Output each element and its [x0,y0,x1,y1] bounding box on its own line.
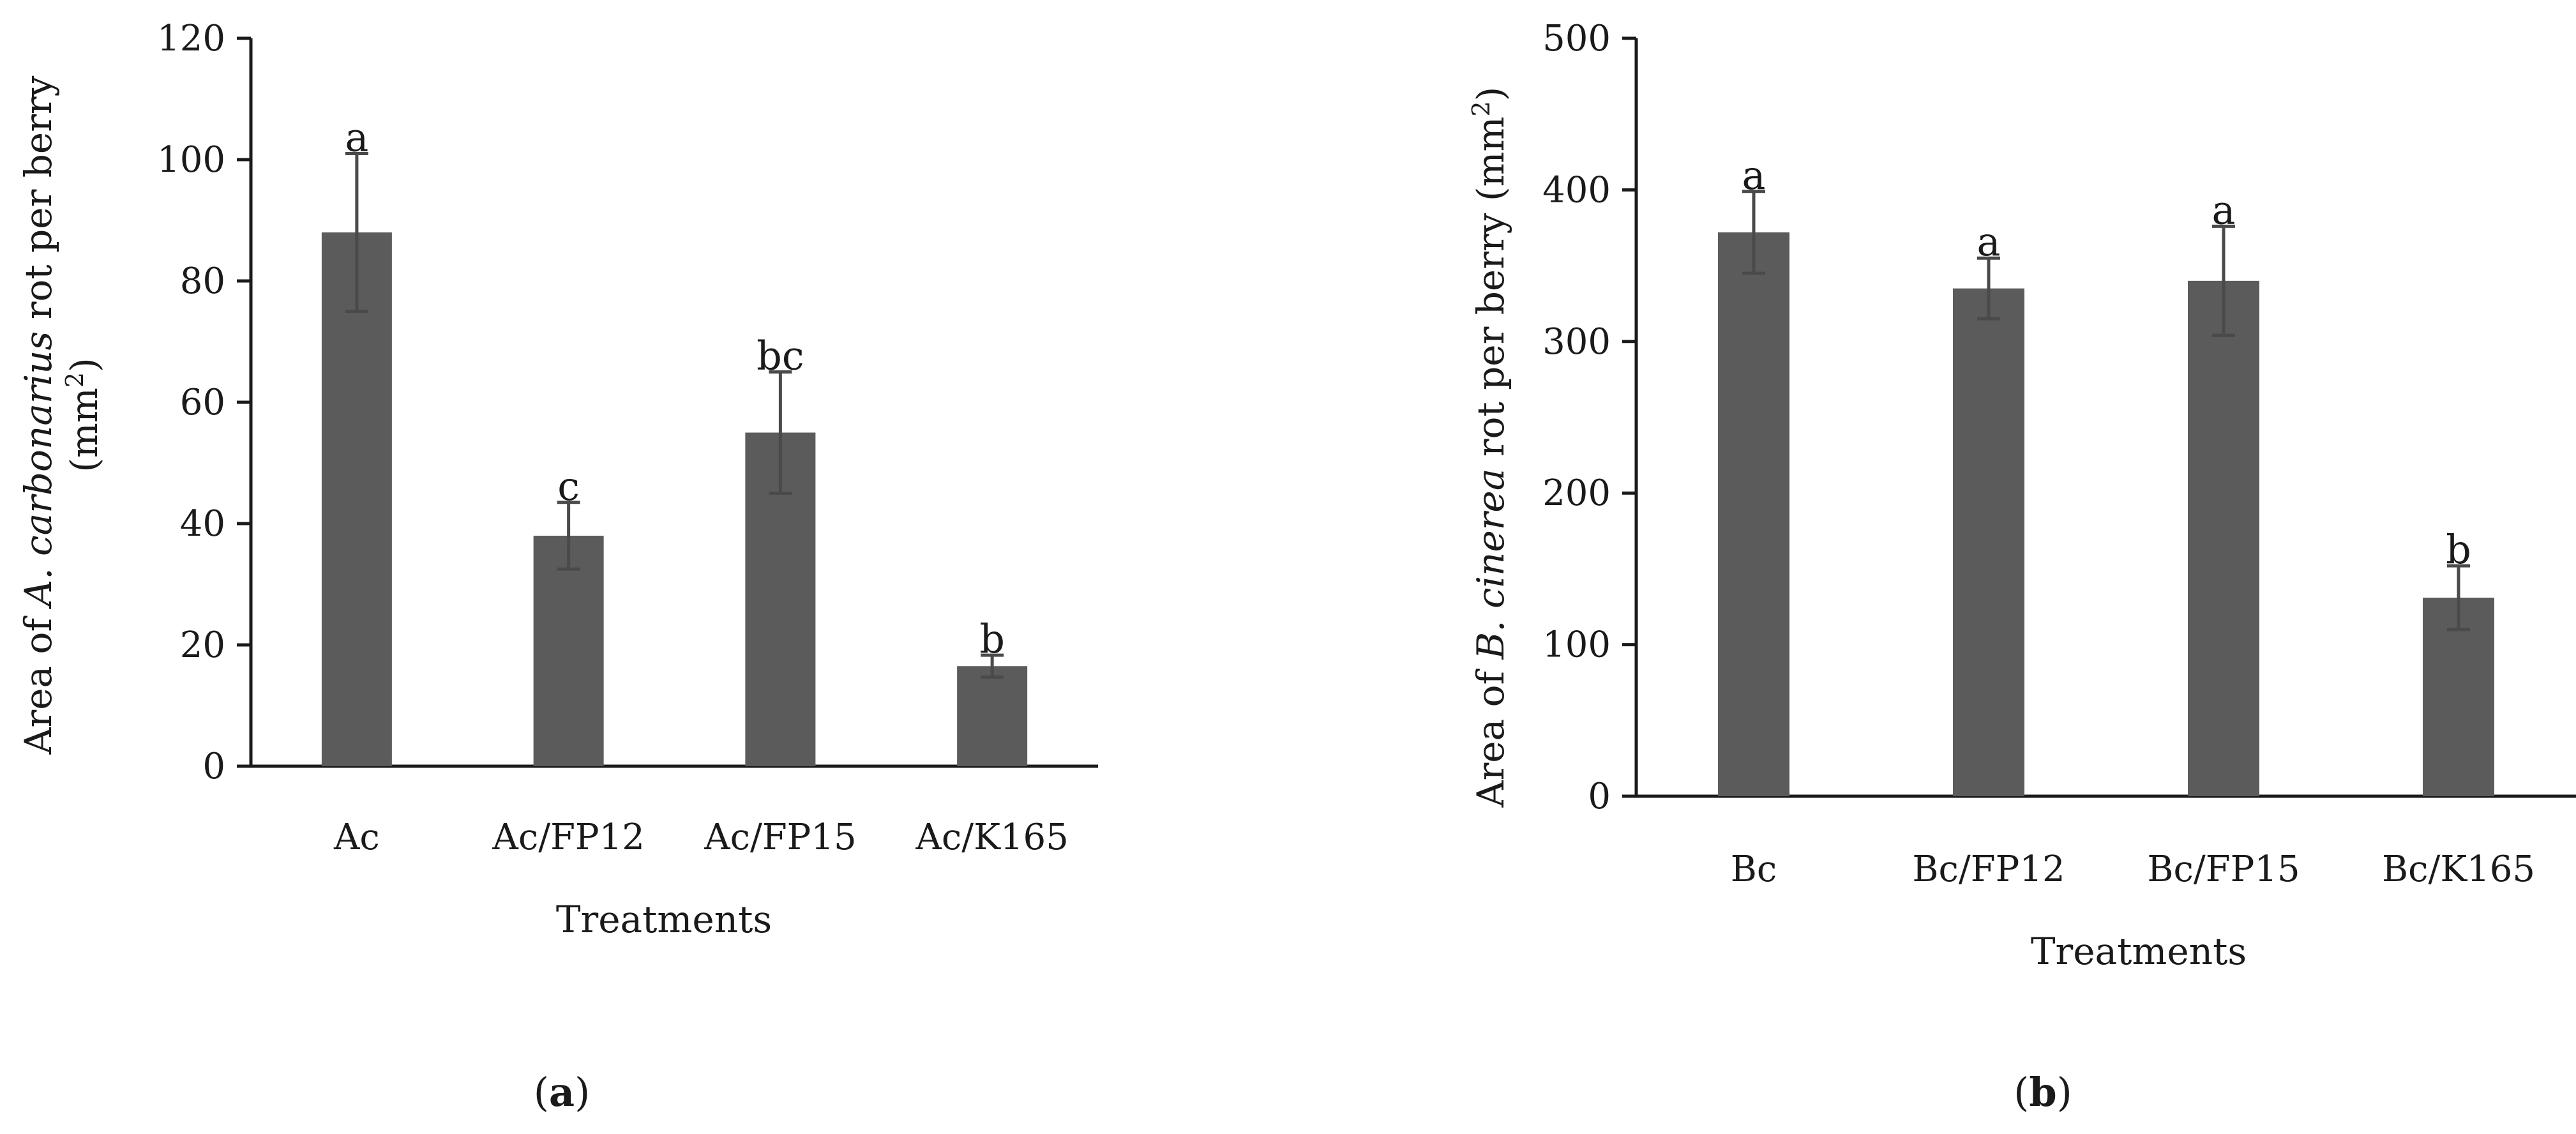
bar-ac-k165 [957,666,1028,766]
y-axis-label-a: Area of A. carbonarius rot per berry (mm… [17,75,106,755]
x-category-label: Ac/K165 [915,817,1068,858]
y-label-b-part1: Area of [1469,660,1512,808]
x-category-label: Ac/FP15 [704,817,856,858]
x-category-label: Ac/FP12 [492,817,644,858]
x-axis-label-b: Treatments [2031,930,2247,973]
y-label-b-part2: rot per berry (mm [1469,117,1512,469]
y-tick-label: 80 [180,261,225,302]
y-tick-label: 400 [1542,169,1611,211]
x-category-label: Bc/FP12 [1912,849,2065,890]
significance-letter: a [1742,152,1766,199]
significance-letter: a [2212,186,2236,233]
significance-letter: b [2446,526,2471,573]
significance-letter: c [557,463,580,510]
bar-ac [321,232,392,766]
panel-label-a: (a) [534,1069,591,1115]
y-label-b-exp: 2 [1467,101,1495,116]
y-tick-label: 100 [1542,624,1611,666]
y-tick-label: 100 [157,139,225,181]
significance-letter: a [345,114,368,161]
bar-bc-fp15 [2188,280,2259,797]
y-label-a-exp: 2 [61,372,89,388]
significance-letter: b [979,616,1005,662]
y-tick-label: 20 [180,624,225,666]
y-tick-label: 300 [1542,321,1611,363]
y-tick-label: 0 [1588,776,1611,817]
x-axis-categories-b: Bc Bc/FP12 Bc/FP15 Bc/K165 [1731,849,2535,890]
y-tick-label: 500 [1542,18,1611,59]
y-axis-ticks-a: 0 20 40 60 80 100 120 [157,18,251,787]
x-category-label: Ac [333,817,380,858]
y-label-b-species: B. cinerea [1469,469,1512,660]
y-tick-label: 0 [202,746,225,787]
x-category-label: Bc/FP15 [2147,849,2300,890]
y-label-a-species: A. carbonarius [17,331,60,610]
y-axis-label-b: Area of B. cinerea rot per berry (mm2) [1467,87,1512,808]
bar-ac-fp12 [533,536,604,766]
svg-text:(mm2): (mm2) [61,358,106,472]
y-tick-label: 200 [1542,472,1611,514]
y-tick-label: 40 [180,503,225,545]
y-tick-label: 120 [157,18,225,59]
y-label-a-close: ) [63,358,106,372]
bar-bc [1718,232,1789,796]
panel-label-b: (b) [2014,1069,2072,1115]
significance-letter: a [1977,218,2001,265]
significance-letter: bc [757,333,804,379]
bars-a: a c bc b [321,114,1028,766]
y-label-b-close: ) [1469,87,1512,102]
y-tick-label: 60 [180,382,225,423]
y-axis-ticks-b: 0 100 200 300 400 500 [1542,18,1636,817]
x-category-label: Bc [1731,849,1777,890]
y-label-a-part1: Area of [17,607,60,755]
bars-b: a a a b [1718,152,2494,797]
svg-text:Area of A. carbonarius rot per: Area of A. carbonarius rot per berry [17,75,60,755]
x-axis-categories-a: Ac Ac/FP12 Ac/FP15 Ac/K165 [333,817,1069,858]
svg-text:Area of B. cinerea rot per ber: Area of B. cinerea rot per berry (mm2) [1467,87,1512,808]
bar-bc-fp12 [1953,288,2024,797]
x-category-label: Bc/K165 [2382,849,2535,890]
x-axis-label-a: Treatments [556,898,772,941]
y-label-a-part2: rot per berry [17,75,60,331]
y-label-a-unit: (mm [63,388,106,472]
